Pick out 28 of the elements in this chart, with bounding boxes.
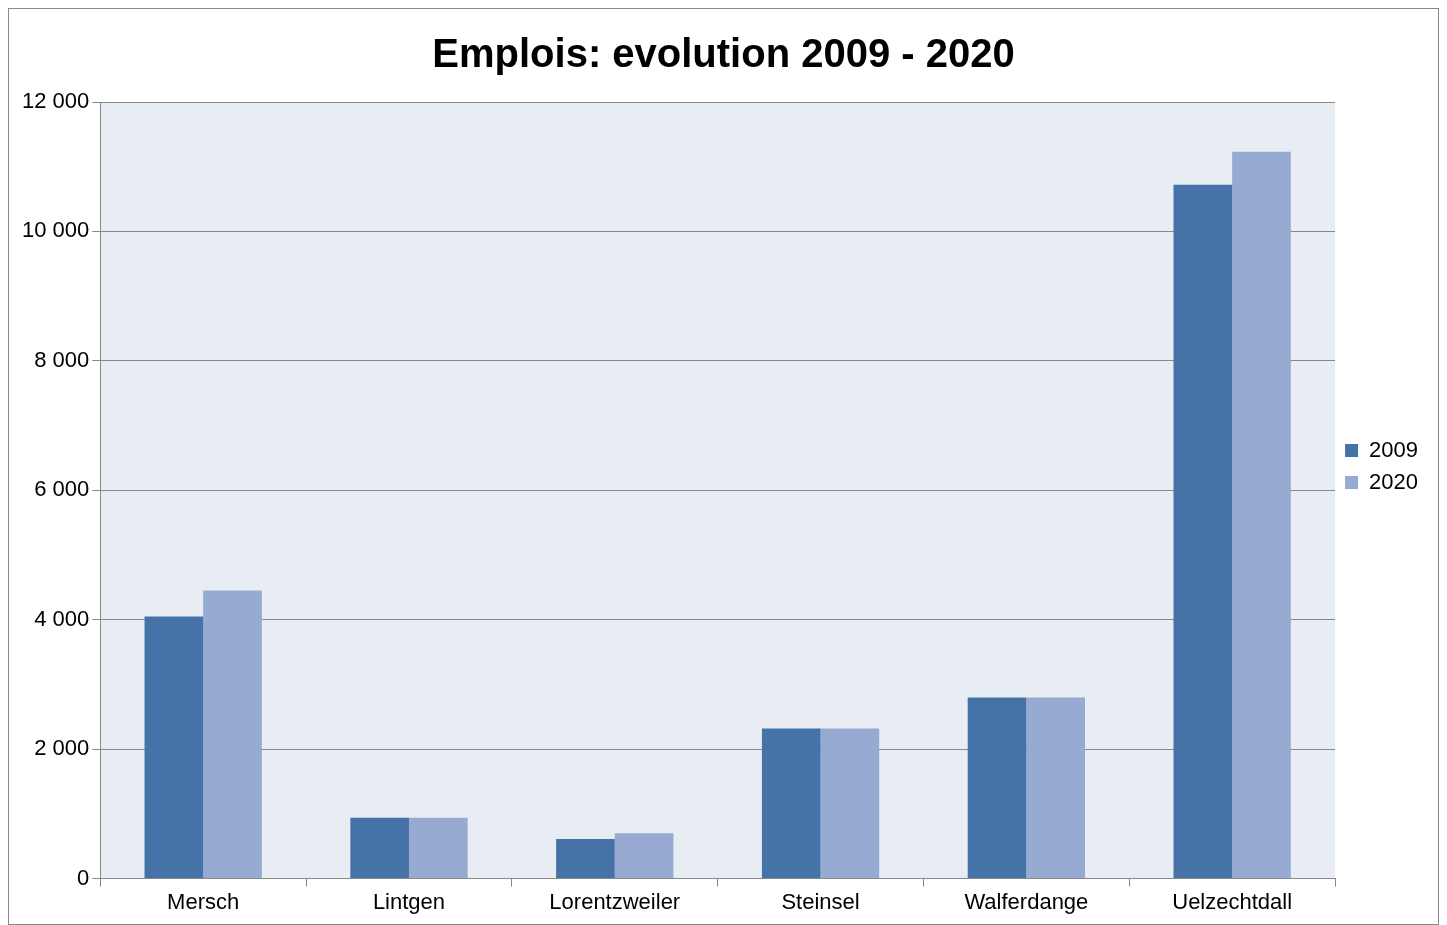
- bar: [614, 833, 674, 879]
- bar: [1026, 697, 1086, 879]
- bar: [820, 728, 880, 879]
- legend-label: 2020: [1369, 468, 1419, 494]
- bar: [144, 616, 204, 879]
- y-tick-label: 6 000: [34, 476, 90, 502]
- bar: [967, 697, 1027, 879]
- legend-label: 2009: [1369, 436, 1419, 462]
- bar: [408, 817, 468, 879]
- y-tick-label: 10 000: [21, 217, 90, 243]
- bar: [556, 839, 615, 879]
- bar: [1232, 151, 1291, 879]
- x-tick-label: Uelzechtdall: [1172, 888, 1293, 914]
- x-tick-label: Lorentzweiler: [549, 888, 681, 914]
- bar: [203, 590, 262, 879]
- bar: [350, 817, 409, 879]
- chart-title: Emplois: evolution 2009 - 2020: [432, 31, 1015, 76]
- y-tick-label: 4 000: [34, 605, 90, 631]
- x-tick-label: Lintgen: [372, 888, 446, 914]
- y-tick-label: 8 000: [34, 346, 90, 372]
- y-tick-label: 0: [77, 864, 90, 890]
- bar: [761, 728, 821, 879]
- bar: [1173, 184, 1233, 879]
- x-tick-label: Mersch: [167, 888, 240, 914]
- x-tick-label: Walferdange: [964, 888, 1089, 914]
- x-tick-label: Steinsel: [781, 888, 860, 914]
- y-tick-label: 12 000: [21, 88, 90, 114]
- y-tick-label: 2 000: [34, 735, 90, 761]
